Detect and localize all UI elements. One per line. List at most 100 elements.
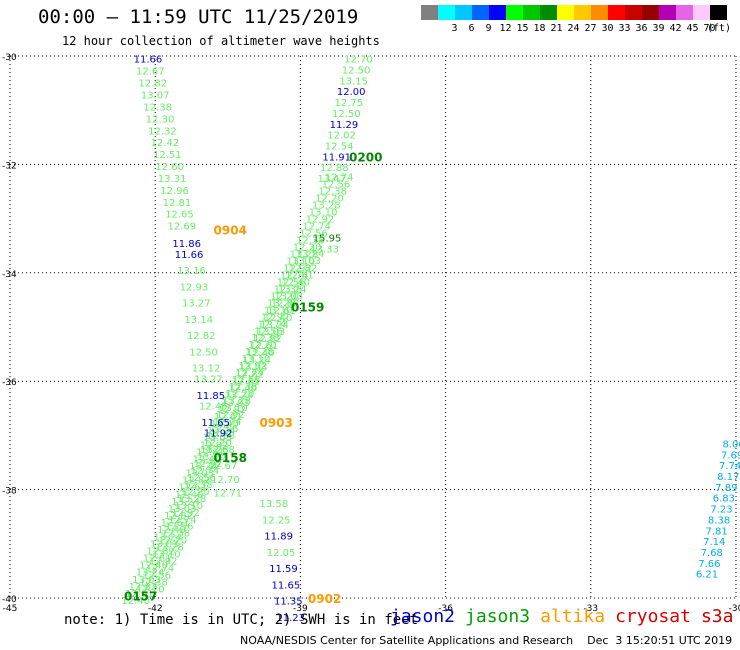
swh-value: 12.50 (342, 66, 371, 77)
swh-value: 13.03 (274, 292, 303, 303)
swh-value: 11.86 (172, 239, 201, 250)
swh-value: 12.82 (164, 511, 193, 522)
x-tick-label: -36 (438, 604, 453, 614)
legend-unit: (ft) (707, 23, 732, 34)
swh-value: 12.61 (267, 306, 296, 317)
swh-value: 12.60 (155, 162, 184, 173)
swh-value: 12.38 (139, 578, 168, 589)
swh-value: 8.00 (722, 440, 740, 451)
y-tick-label: -34 (2, 270, 17, 280)
x-tick-label: -33 (583, 604, 598, 614)
swh-value: 11.65 (272, 580, 301, 591)
swh-value: 12.82 (235, 369, 264, 380)
swh-value: 12.65 (165, 210, 194, 221)
swh-value: 12.40 (157, 525, 186, 536)
y-tick-label: -30 (2, 53, 17, 63)
swh-value: 13.28 (312, 201, 341, 212)
swh-value: 12.75 (334, 98, 363, 109)
swh-value: 13.07 (141, 90, 170, 101)
swh-value: 12.56 (322, 180, 351, 191)
swh-value: 12.38 (229, 382, 258, 393)
time-label: 0904 (214, 223, 247, 237)
swh-value: 12.61 (285, 270, 314, 281)
swh-value: 12.40 (228, 384, 257, 395)
swh-value: 12.82 (187, 331, 216, 342)
legend-swatch (523, 5, 540, 20)
x-tick-label: -42 (148, 604, 163, 614)
legend-swatch (608, 5, 625, 20)
swh-value: 12.02 (327, 131, 356, 142)
swh-value: 12.56 (142, 571, 171, 582)
swh-value: 12.20 (248, 340, 277, 351)
swh-value: 12.38 (206, 431, 235, 442)
swh-value: 7.66 (698, 559, 720, 570)
swh-value: 12.61 (250, 341, 279, 352)
swh-value: 12.51 (153, 150, 182, 161)
swh-value: 12.40 (175, 490, 204, 501)
swh-value: 12.68 (206, 445, 235, 456)
swh-value: 12.20 (203, 438, 232, 449)
swh-value: 12.40 (122, 596, 151, 607)
swh-value: 12.40 (246, 348, 275, 359)
swh-value: 11.66 (175, 250, 204, 261)
legend-swatch (557, 5, 574, 20)
swh-value: 12.32 (148, 126, 177, 137)
satellite-s3a: s3a (700, 606, 734, 627)
swh-value: 13.10 (174, 501, 203, 512)
swh-value: 13.28 (178, 494, 207, 505)
satellite-altika: altika (540, 606, 606, 627)
swh-value: 11.92 (204, 429, 233, 440)
swh-value: 12.40 (264, 313, 293, 324)
legend-swatch (489, 5, 506, 20)
swh-value: 13.15 (339, 76, 368, 87)
legend-label: 45 (686, 23, 699, 34)
swh-value: 13.03 (221, 398, 250, 409)
swh-value: 12.20 (315, 194, 344, 205)
legend-swatch (693, 5, 710, 20)
swh-value: 12.61 (143, 554, 172, 565)
swh-value: 12.20 (181, 487, 210, 498)
swh-value: 13.10 (242, 354, 271, 365)
swh-value: 12.74 (146, 564, 175, 575)
legend-swatch (591, 5, 608, 20)
swh-value: 12.38 (296, 235, 325, 246)
swh-value: 13.03 (168, 504, 197, 515)
swh-value: 13.24 (242, 355, 271, 366)
swh-value: 12.67 (136, 67, 165, 78)
legend-swatch (540, 5, 557, 20)
swh-value: 12.40 (282, 277, 311, 288)
swh-value: 12.88 (320, 163, 349, 174)
swh-value: 13.27 (194, 374, 223, 385)
swh-value: 13.03 (292, 256, 321, 267)
swh-value: 12.38 (162, 529, 191, 540)
swh-value: 6.21 (696, 570, 718, 581)
swh-value: 12.61 (196, 447, 225, 458)
legend-swatch (506, 5, 523, 20)
swh-value: 12.82 (200, 440, 229, 451)
swh-value: 7.89 (715, 483, 737, 494)
swh-value: 8.17 (717, 472, 739, 483)
swh-value: 13.28 (267, 298, 296, 309)
swh-value: 7.14 (703, 537, 725, 548)
swh-value: 12.96 (160, 186, 189, 197)
legend-label: 15 (516, 23, 529, 34)
swh-value: 12.20 (226, 389, 255, 400)
swh-value: 13.28 (155, 543, 184, 554)
legend-swatch (421, 5, 438, 20)
swh-value: 11.35 (274, 597, 303, 608)
legend-label: 12 (499, 23, 512, 34)
swh-value: 11.91 (322, 152, 351, 163)
swh-value: 13.24 (154, 532, 183, 543)
satellite-jason2: jason2 (390, 606, 456, 627)
legend-swatch (472, 5, 489, 20)
swh-value: 12.69 (167, 222, 196, 233)
swh-value: 12.05 (267, 548, 296, 559)
swh-value: 12.92 (306, 215, 335, 226)
swh-value: 13.28 (200, 445, 229, 456)
swh-value: 12.92 (261, 312, 290, 323)
chart-subtitle: 12 hour collection of altimeter wave hei… (62, 34, 380, 48)
legend-label: 6 (468, 23, 475, 34)
swh-value: 13.03 (132, 575, 161, 586)
swh-value: 13.10 (264, 305, 293, 316)
